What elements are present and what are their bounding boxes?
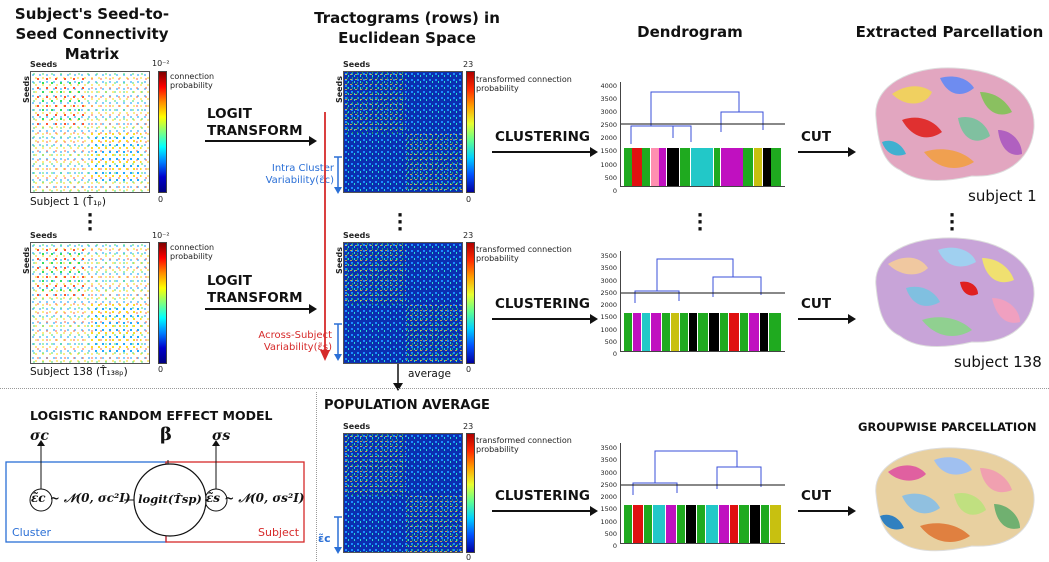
seeds-label: Seeds [343,422,371,431]
cluster-box-label: Cluster [12,526,52,539]
header-dendrogram: Dendrogram [637,23,743,41]
vertical-ellipsis: · · · [948,205,956,240]
tr-cbar-bottom: 0 [466,195,472,204]
dendrogram-row1 [620,82,785,187]
prob-colorbar [158,242,167,364]
dendro-axis-row2: 3500 3500 3000 2500 2000 1500 1000 500 0 [600,252,617,359]
prob-cbar-bottom: 0 [158,365,164,374]
subject138-caption: subject 138 [954,353,1042,371]
model-title: LOGISTIC RANDOM EFFECT MODEL [30,408,273,423]
tr-cbar-top: 23 [463,60,474,69]
seeds-label: Seeds [343,231,371,240]
dendrogram-plot [621,450,785,543]
cut-label: CUT [801,129,832,145]
clustering-label: CLUSTERING [495,488,590,504]
vertical-ellipsis: · · · [86,205,94,240]
intra-cluster-bracket [334,156,342,194]
prob-cbar-label: connection probability [170,243,215,261]
dendrogram-row2 [620,251,785,352]
random-effect-model-diagram [5,440,305,543]
cut-arrow-row1 [798,147,856,157]
tr-cbar-label: transformed connection probability [476,75,572,93]
eps-c-distribution: ε̃c ~ 𝒩(0, σc²I) [31,491,131,505]
population-eps-c-label: ε̃c [318,532,331,545]
tr-cbar-top: 23 [463,231,474,240]
tractogram-pattern [344,434,462,552]
tractogram-pattern [344,72,462,192]
header-connectivity-matrix: Subject's Seed-to-Seed Connectivity Matr… [14,5,170,63]
cut-arrow-population [798,506,856,516]
prob-cbar-bottom: 0 [158,195,164,204]
across-subject-variability-label: Across-Subject Variability(ε̃s) [258,330,332,353]
vertical-ellipsis: · · · [696,205,704,240]
average-arrow [393,364,403,391]
tr-cbar-bottom: 0 [466,553,472,562]
transformed-colorbar [466,71,475,193]
brain-groupwise [875,447,1035,552]
cut-label: CUT [801,296,832,312]
clustering-arrow-row1 [492,147,598,157]
dendro-axis-population: 3500 3500 3000 2500 2000 1500 1000 500 0 [600,444,617,551]
prob-matrix-pattern [31,72,149,192]
population-average-title: POPULATION AVERAGE [324,398,490,413]
clustering-label: CLUSTERING [495,296,590,312]
prob-matrix-subject1 [30,71,150,193]
tractogram-matrix-subject138 [343,242,463,364]
tr-cbar-top: 23 [463,422,474,431]
seeds-label: Seeds [343,60,371,69]
dendrogram-plot [621,258,785,351]
logit-transform-label: LOGIT TRANSFORM [207,106,303,139]
beta-label: β [160,424,172,445]
subject1-label: Subject 1 (T̂₁ₚ) [30,196,106,208]
dendro-axis-row1: 4000 3500 3000 2500 2000 1500 1000 500 0 [600,82,617,195]
clustering-arrow-population [492,506,598,516]
logit-arrow-row1 [205,136,317,146]
prob-matrix-subject138 [30,242,150,364]
prob-matrix-pattern [31,243,149,363]
groupwise-parcellation-title: GROUPWISE PARCELLATION [858,420,1037,434]
intra-cluster-bracket [334,323,342,361]
intra-cluster-variability-label: Intra Cluster Variability(ε̃c) [265,163,334,186]
subject-box-label: Subject [258,526,300,539]
logit-node-label: logit(T̂sp) [138,492,202,506]
tr-cbar-label: transformed connection probability [476,245,572,263]
seeds-label: Seeds [30,60,58,69]
brain-subject138 [875,237,1035,348]
sigma-s-label: σs [212,428,231,444]
logit-transform-label: LOGIT TRANSFORM [207,273,303,306]
brain-subject1 [875,67,1035,182]
transformed-colorbar [466,433,475,553]
tractogram-matrix-population [343,433,463,553]
dendrogram-population [620,443,785,544]
clustering-arrow-row2 [492,314,598,324]
subject1-caption: subject 1 [968,187,1037,205]
clustering-label: CLUSTERING [495,129,590,145]
eps-s-distribution: ε̃s ~ 𝒩(0, σs²I) [206,491,305,505]
logit-arrow-row2 [205,304,317,314]
tractogram-pattern [344,243,462,363]
seeds-label: Seeds [30,231,58,240]
header-tractograms: Tractograms (rows) in Euclidean Space [314,9,500,47]
across-subject-arrow [320,112,330,361]
population-eps-bracket [334,516,342,554]
cut-label: CUT [801,488,832,504]
tr-cbar-label: transformed connection probability [476,436,572,454]
header-extracted-parcellation: Extracted Parcellation [855,23,1044,41]
prob-colorbar [158,71,167,193]
sigma-c-label: σc [30,428,49,444]
horizontal-separator [0,388,1049,389]
prob-cbar-top: 10⁻² [152,231,170,240]
vertical-ellipsis: · · · [396,205,404,240]
vertical-separator [316,392,317,561]
tr-cbar-bottom: 0 [466,365,472,374]
prob-cbar-top: 10⁻² [152,59,170,68]
average-label: average [408,368,451,380]
cut-arrow-row2 [798,314,856,324]
subject138-label: Subject 138 (T̂₁₃₈ₚ) [30,366,128,378]
tractogram-matrix-subject1 [343,71,463,193]
transformed-colorbar [466,242,475,364]
dendrogram-plot [621,91,785,186]
prob-cbar-label: connection probability [170,72,215,90]
